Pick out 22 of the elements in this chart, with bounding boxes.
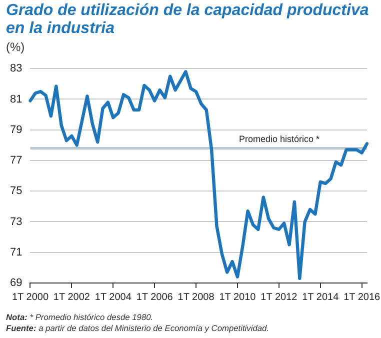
y-axis-title: (%): [6, 40, 25, 54]
y-tick-label: 71: [10, 246, 22, 258]
x-tick-label: 1T 2004: [94, 292, 132, 303]
y-tick-label: 73: [10, 216, 22, 228]
source-note: Fuente: a partir de datos del Ministerio de Economía y Competitividad.: [6, 323, 270, 334]
y-tick-label: 79: [10, 124, 22, 136]
y-tick-label: 69: [10, 277, 22, 290]
x-tick-label: 1T 2016: [344, 292, 381, 303]
x-tick-label: 1T 2000: [12, 292, 49, 303]
ref-line-label: Promedio histórico *: [239, 134, 320, 144]
x-tick-label: 1T 2008: [178, 292, 215, 303]
x-tick-label: 1T 2006: [136, 292, 174, 303]
x-tick-label: 1T 2010: [219, 292, 256, 303]
x-tick-label: 1T 2014: [302, 292, 340, 303]
y-tick-label: 77: [10, 154, 22, 167]
x-tick-label: 1T 2012: [260, 292, 298, 303]
y-tick-label: 83: [10, 62, 22, 75]
chart-title: Grado de utilización de la capacidad productiva en la industria: [6, 2, 370, 38]
text: Nota: * Promedio histórico desde 1980.: [6, 312, 154, 323]
x-tick-label: 1T 2002: [53, 292, 90, 303]
y-tick-label: 75: [10, 185, 22, 198]
y-tick-label: 81: [10, 93, 22, 106]
